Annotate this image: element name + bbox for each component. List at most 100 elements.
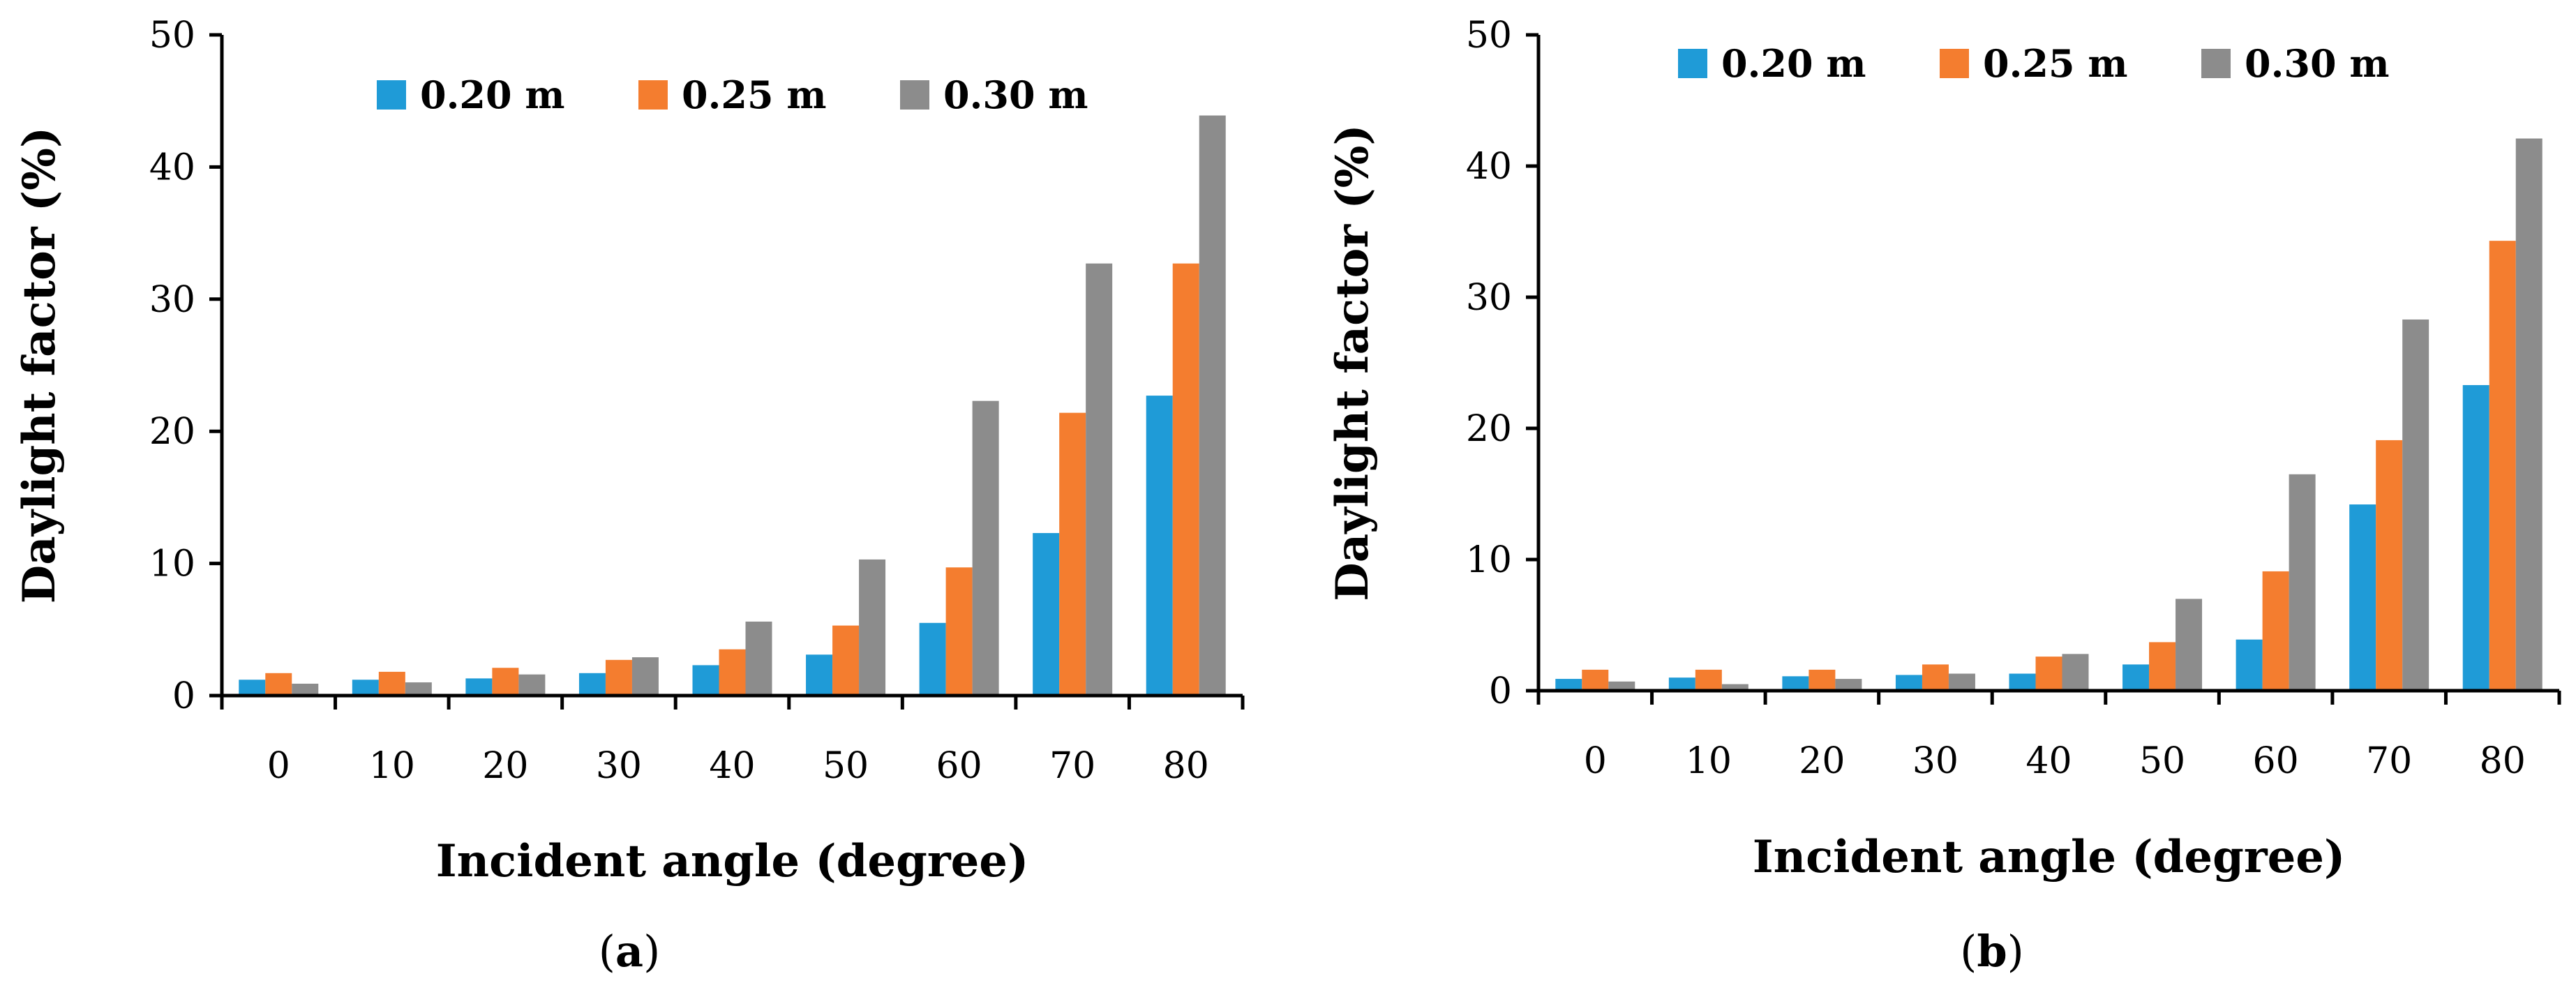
bar-030m-80: [2515, 138, 2543, 691]
bar-025m-70: [2376, 440, 2403, 691]
bar-030m-60: [972, 400, 999, 696]
x-tick-label: 30: [596, 745, 642, 787]
bar-030m-20: [1835, 679, 1862, 691]
bar-030m-0: [292, 683, 319, 696]
legend-label: 0.30 m: [2245, 41, 2389, 86]
y-tick-label: 30: [1466, 277, 1512, 319]
x-axis-title: Incident angle (degree): [1753, 831, 2346, 883]
legend-swatch: [2201, 49, 2231, 78]
x-tick-label: 50: [823, 745, 869, 787]
bar-020m-30: [578, 673, 606, 696]
bar-030m-0: [1608, 681, 1635, 691]
x-tick-label: 20: [482, 745, 528, 787]
y-tick-label: 0: [172, 675, 195, 717]
x-tick-label: 0: [267, 745, 290, 787]
x-tick-label: 60: [2253, 740, 2299, 782]
y-tick-label: 0: [1489, 670, 1512, 712]
y-tick-label: 20: [149, 411, 195, 453]
bar-020m-0: [1555, 679, 1582, 691]
bar-025m-0: [1582, 669, 1609, 691]
bar-030m-60: [2289, 474, 2316, 691]
panel-letter: b: [1977, 926, 2007, 977]
legend-label: 0.25 m: [682, 73, 826, 117]
x-tick-label: 80: [1163, 745, 1209, 787]
y-axis-title: Daylight factor (%): [1326, 124, 1379, 601]
bar-030m-70: [1086, 263, 1113, 696]
x-tick-label: 20: [1799, 740, 1845, 782]
x-tick-label: 40: [709, 745, 755, 787]
legend-swatch: [377, 80, 406, 110]
bar-030m-30: [1948, 673, 1975, 691]
bar-025m-60: [2262, 571, 2289, 691]
panel-caption: (b): [1960, 926, 2024, 977]
y-tick-label: 50: [149, 15, 195, 57]
bar-020m-40: [692, 665, 719, 696]
bar-025m-60: [945, 567, 973, 696]
bar-020m-80: [2462, 384, 2489, 691]
bar-020m-10: [1668, 677, 1695, 691]
x-tick-label: 10: [369, 745, 415, 787]
bar-025m-30: [1922, 664, 1949, 691]
x-tick-label: 40: [2025, 740, 2072, 782]
bar-030m-50: [859, 559, 886, 696]
bar-020m-60: [919, 622, 946, 696]
y-tick-label: 40: [1466, 146, 1512, 188]
legend-label: 0.30 m: [943, 73, 1088, 117]
bar-025m-20: [1809, 669, 1836, 691]
panel-letter: a: [615, 926, 643, 977]
bar-025m-50: [832, 625, 860, 696]
bar-025m-80: [1172, 263, 1199, 696]
bar-020m-40: [2009, 673, 2036, 691]
bar-025m-30: [605, 659, 632, 696]
bar-025m-40: [2035, 657, 2062, 691]
x-tick-label: 50: [2139, 740, 2185, 782]
bar-020m-50: [806, 654, 833, 696]
bar-030m-80: [1199, 115, 1226, 696]
bar-030m-30: [631, 657, 659, 696]
legend-swatch: [1678, 49, 1707, 78]
bar-030m-20: [518, 674, 546, 696]
bar-025m-40: [719, 649, 746, 696]
bar-020m-50: [2122, 664, 2150, 691]
bar-030m-70: [2402, 319, 2429, 691]
bar-030m-40: [745, 621, 772, 696]
bar-020m-70: [2349, 504, 2376, 691]
x-tick-label: 0: [1584, 740, 1607, 782]
y-tick-label: 40: [149, 147, 195, 188]
panel-caption: (a): [599, 926, 661, 977]
bar-030m-10: [405, 682, 432, 696]
legend-label: 0.25 m: [1983, 41, 2127, 86]
bar-020m-70: [1033, 533, 1060, 696]
x-tick-label: 30: [1912, 740, 1959, 782]
chart-a: 0 10 20 30 40 50 0 10 20 30 40 50 60 70 80 Daylight fac…: [13, 15, 1245, 977]
y-tick-label: 50: [1466, 15, 1512, 57]
bar-020m-30: [1895, 675, 1922, 691]
bar-025m-20: [492, 668, 519, 696]
bar-020m-20: [1782, 676, 1809, 691]
x-tick-label: 70: [1049, 745, 1095, 787]
y-tick-label: 20: [1466, 408, 1512, 450]
bar-025m-70: [1059, 412, 1086, 696]
bar-020m-0: [239, 680, 266, 696]
legend-label: 0.20 m: [420, 73, 564, 117]
bar-020m-60: [2236, 639, 2263, 691]
y-axis-title: Daylight factor (%): [13, 127, 66, 604]
legend-swatch: [900, 80, 929, 110]
bar-030m-40: [2062, 654, 2089, 691]
bar-030m-10: [1721, 684, 1748, 691]
legend: 0.20 m 0.25 m 0.30 m: [377, 73, 1088, 117]
bar-020m-20: [465, 678, 493, 696]
legend-label: 0.20 m: [1721, 41, 1866, 86]
bar-020m-10: [352, 680, 379, 696]
y-tick-label: 30: [149, 279, 195, 321]
x-tick-label: 70: [2366, 740, 2412, 782]
bar-025m-50: [2149, 642, 2176, 691]
legend-swatch: [638, 80, 668, 110]
bar-030m-50: [2176, 599, 2203, 691]
bar-020m-80: [1146, 396, 1173, 696]
bar-025m-10: [1695, 669, 1722, 691]
legend-swatch: [1940, 49, 1969, 78]
bar-025m-80: [2489, 241, 2516, 691]
y-tick-label: 10: [149, 543, 195, 585]
